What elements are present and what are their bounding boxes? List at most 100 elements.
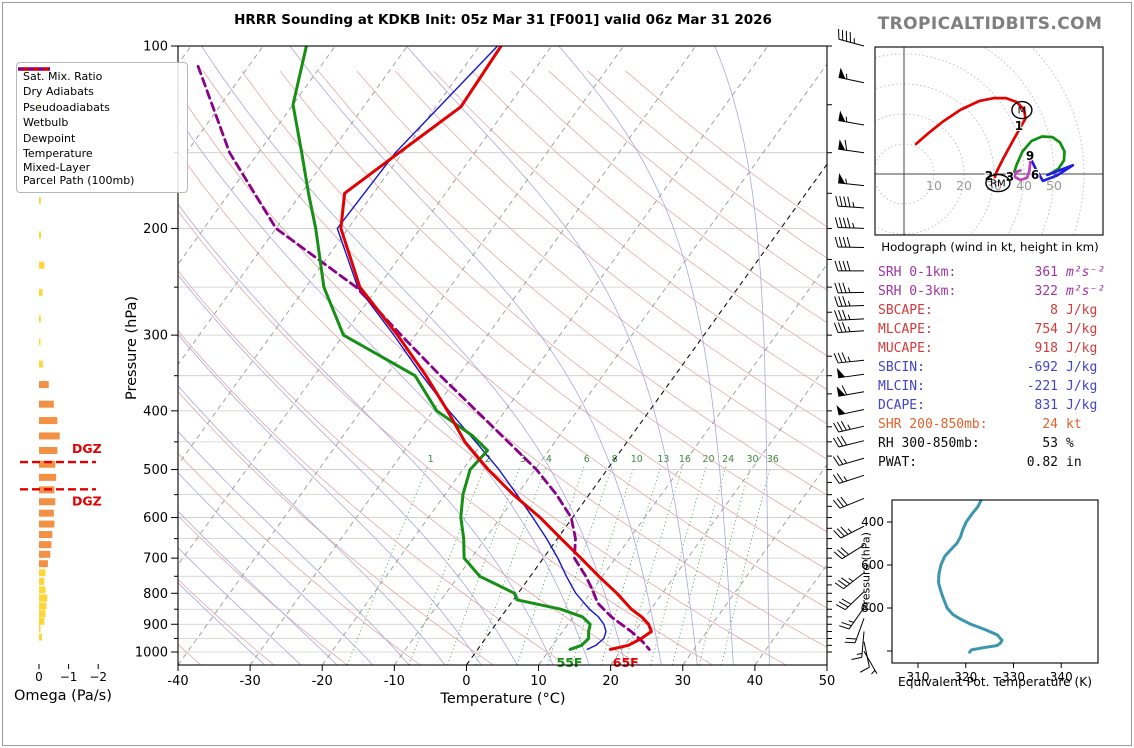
svg-text:600: 600: [861, 558, 884, 572]
legend-item-parcel: Mixed-Layer Parcel Path (100mb): [18, 67, 181, 187]
stat-value: 361: [1034, 265, 1058, 280]
stat-value: 24: [1042, 417, 1058, 432]
svg-text:320: 320: [954, 670, 977, 684]
svg-text:2: 2: [485, 454, 491, 465]
stat-value: 0.82: [1026, 455, 1058, 470]
stats-panel: SRH 0-1km: 361 m²s⁻² SRH 0-3km: 322 m²s⁻² SBCA…: [878, 263, 1114, 472]
stat-unit: J/kg: [1066, 341, 1098, 356]
legend: Sat. Mix. Ratio Dry Adiabats Pseudoadiabat…: [16, 62, 188, 193]
stat-label: SRH 0-3km:: [878, 284, 957, 299]
legend-label: Mixed-Layer Parcel Path (100mb): [23, 161, 135, 187]
stat-label: SBCAPE:: [878, 303, 933, 318]
stat-label: MUCAPE:: [878, 341, 933, 356]
omega-bar: [39, 460, 56, 468]
svg-text:−2: −2: [89, 670, 107, 684]
svg-text:700: 700: [143, 552, 168, 567]
stat-value: 831: [1034, 398, 1058, 413]
svg-text:300: 300: [143, 329, 168, 344]
omega-bar: [39, 633, 42, 641]
skewt-plot-area: 12346810131620243036: [178, 46, 827, 665]
watermark-text: TROPICALTIDBITS.COM: [877, 14, 1103, 34]
skewt-x-axis-label: Temperature (°C): [440, 691, 566, 707]
stat-row: MUCAPE: 918 J/kg: [878, 339, 1114, 358]
svg-text:20: 20: [956, 178, 972, 193]
svg-text:310: 310: [907, 670, 930, 684]
omega-bar: [39, 498, 56, 506]
svg-text:200: 200: [143, 222, 168, 237]
svg-text:0: 0: [462, 674, 470, 689]
thetae-panel: [937, 500, 1004, 654]
svg-text:800: 800: [861, 601, 884, 615]
wetbulb-curve: [336, 46, 607, 651]
stat-value: 918: [1034, 341, 1058, 356]
parcel-curve: [196, 64, 651, 651]
stat-value: 754: [1034, 322, 1058, 337]
hodograph-trace-3-6km: [1012, 135, 1066, 177]
omega-bar: [39, 602, 47, 610]
omega-bar: [39, 625, 41, 633]
hodograph-height-label: 2: [985, 169, 993, 183]
stat-label: DCAPE:: [878, 398, 925, 413]
stat-row: SRH 0-1km: 361 m²s⁻²: [878, 263, 1114, 282]
stat-row: MLCAPE: 754 J/kg: [878, 320, 1114, 339]
stat-row: MLCIN: -221 J/kg: [878, 377, 1114, 396]
stat-row: DCAPE: 831 J/kg: [878, 396, 1114, 415]
svg-text:1000: 1000: [135, 646, 168, 661]
svg-text:800: 800: [143, 587, 168, 602]
hodograph-height-label: 1: [1015, 119, 1023, 133]
stat-unit: m²s⁻²: [1066, 284, 1106, 299]
omega-bar: [39, 315, 41, 323]
omega-bar: [39, 541, 52, 549]
legend-item-wetbulb: Wetbulb: [18, 68, 181, 132]
thetae-x-axis-label: Equivalent Pot. Temperature (K): [898, 675, 1092, 689]
hodograph-height-label: 3: [1006, 170, 1014, 184]
stat-row: SHR 200-850mb: 24 kt: [878, 415, 1114, 434]
svg-text:-30: -30: [239, 674, 260, 689]
omega-bar: [39, 288, 43, 296]
stat-row: SBCAPE: 8 J/kg: [878, 301, 1114, 320]
stat-row: SBCIN: -692 J/kg: [878, 358, 1114, 377]
legend-item-pseudoadiabat: Pseudoadiabats: [18, 68, 181, 116]
legend-sample-parcel: [18, 67, 50, 71]
omega-bar: [39, 231, 42, 239]
svg-text:−1: −1: [60, 670, 78, 684]
omega-bar: [39, 550, 51, 558]
omega-bar: [39, 432, 60, 440]
svg-text:4: 4: [546, 454, 552, 465]
svg-text:16: 16: [679, 454, 691, 465]
stat-value: 53: [1042, 436, 1058, 451]
omega-bar: [39, 417, 58, 425]
legend-item-dewpoint: Dewpoint: [18, 67, 181, 147]
stat-unit: kt: [1066, 417, 1082, 432]
svg-text:20: 20: [602, 674, 619, 689]
stat-label: SRH 0-1km:: [878, 265, 957, 280]
legend-label: Temperature: [23, 147, 93, 160]
legend-label: Wetbulb: [23, 116, 69, 129]
dgz-label: DGZ: [72, 493, 102, 508]
svg-text:RM: RM: [990, 179, 1006, 190]
omega-bar: [39, 586, 46, 594]
legend-item-dryadiabat: Dry Adiabats: [18, 68, 181, 101]
svg-text:50: 50: [1046, 178, 1062, 193]
omega-bar: [39, 617, 45, 625]
svg-text:13: 13: [657, 454, 669, 465]
stat-unit: J/kg: [1066, 360, 1098, 375]
svg-text:400: 400: [861, 515, 884, 529]
omega-bar: [39, 473, 57, 481]
omega-bar: [39, 197, 41, 205]
omega-bar: [39, 577, 45, 585]
svg-text:1: 1: [428, 454, 434, 465]
legend-label: Pseudoadiabats: [23, 100, 110, 114]
stat-row: RH 300-850mb: 53%: [878, 434, 1114, 453]
stat-unit: %: [1066, 436, 1074, 451]
temperature-curve: [339, 46, 653, 651]
omega-bar: [39, 569, 46, 577]
svg-text:330: 330: [1002, 670, 1025, 684]
svg-text:10: 10: [530, 674, 547, 689]
svg-text:600: 600: [143, 511, 168, 526]
hodograph-marker-RM: [985, 173, 1011, 193]
stat-unit: J/kg: [1066, 322, 1098, 337]
stat-value: 8: [1050, 303, 1058, 318]
